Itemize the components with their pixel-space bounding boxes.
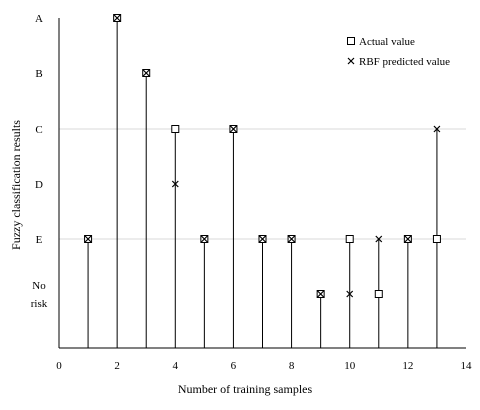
y-tick-label-e: E — [36, 234, 43, 246]
predicted-value-point-4 — [171, 180, 179, 188]
x-axis-ticks: 0 2 4 6 8 10 12 14 — [56, 360, 472, 372]
x-tick-label-12: 12 — [402, 360, 413, 372]
predicted-value-point-10 — [346, 290, 354, 298]
y-tick-label-a: A — [35, 13, 43, 25]
predicted-value-point-12-stroke-b — [404, 235, 412, 243]
y-axis-label: Fuzzy classification results — [9, 120, 23, 250]
x-tick-label-0: 0 — [56, 360, 62, 372]
legend-marker-rbf-predicted-value-stroke-b — [347, 57, 355, 65]
legend-marker-actual-value — [347, 37, 355, 45]
predicted-value-point-1-stroke-b — [84, 235, 92, 243]
y-tick-label-c: C — [35, 124, 42, 136]
x-axis-label: Number of training samples — [178, 382, 313, 396]
predicted-value-point-8-stroke-b — [288, 235, 295, 243]
x-tick-label-14: 14 — [461, 360, 473, 372]
y-tick-label-no-risk: No risk — [31, 280, 48, 310]
predicted-value-point-1 — [84, 235, 92, 243]
predicted-value-point-3-stroke-b — [142, 69, 150, 77]
actual-value-point-13 — [432, 235, 441, 243]
predicted-value-point-9-stroke-b — [317, 290, 325, 298]
legend-marker-rbf-predicted-value — [347, 57, 355, 65]
x-tick-label-10: 10 — [344, 360, 356, 372]
predicted-value-point-13 — [433, 125, 441, 133]
x-tick-label-6: 6 — [231, 360, 237, 372]
predicted-value-point-6 — [230, 125, 237, 133]
predicted-value-point-11 — [375, 235, 383, 243]
predicted-value-point-10-stroke-b — [346, 290, 354, 298]
predicted-value-point-7-stroke-b — [259, 235, 266, 243]
predicted-value-point-8 — [288, 235, 295, 243]
y-tick-line-0: E — [36, 234, 43, 246]
y-tick-line-0: C — [35, 124, 42, 136]
predicted-value-point-11-stroke-b — [375, 235, 383, 243]
y-tick-line-0: No — [32, 280, 46, 292]
predicted-value-point-5 — [200, 235, 208, 243]
plot-frame — [58, 18, 466, 349]
actual-value-point-4 — [171, 125, 180, 133]
actual-value-point-10 — [345, 235, 354, 243]
y-tick-label-b: B — [35, 68, 42, 80]
predicted-value-point-9 — [317, 290, 325, 298]
legend-label-rbf-predicted-value: RBF predicted value — [359, 56, 450, 68]
y-tick-line-0: B — [35, 68, 42, 80]
predicted-value-point-6-stroke-b — [230, 125, 237, 133]
y-tick-line-0: D — [35, 179, 43, 191]
predicted-value-point-7 — [259, 235, 266, 243]
predicted-value-point-3 — [142, 69, 150, 77]
predicted-value-point-13-stroke-b — [433, 125, 441, 133]
legend: Actual value RBF predicted value — [347, 36, 450, 68]
predicted-value-point-12 — [404, 235, 412, 243]
legend-label-actual-value: Actual value — [359, 36, 415, 48]
gridlines — [59, 128, 466, 240]
y-tick-line-0: A — [35, 13, 43, 25]
x-tick-label-8: 8 — [289, 360, 295, 372]
predicted-value-point-4-stroke-b — [171, 180, 179, 188]
y-tick-line-1: risk — [31, 298, 48, 310]
actual-value-point-11 — [374, 290, 383, 298]
predicted-value-point-2 — [113, 14, 121, 22]
data-markers — [84, 14, 441, 298]
predicted-value-point-2-stroke-b — [113, 14, 121, 22]
x-tick-label-4: 4 — [173, 360, 179, 372]
x-tick-label-2: 2 — [114, 360, 120, 372]
y-axis-ticks: No risk E D C B A — [31, 13, 48, 310]
y-tick-label-d: D — [35, 179, 43, 191]
predicted-value-point-5-stroke-b — [200, 235, 208, 243]
